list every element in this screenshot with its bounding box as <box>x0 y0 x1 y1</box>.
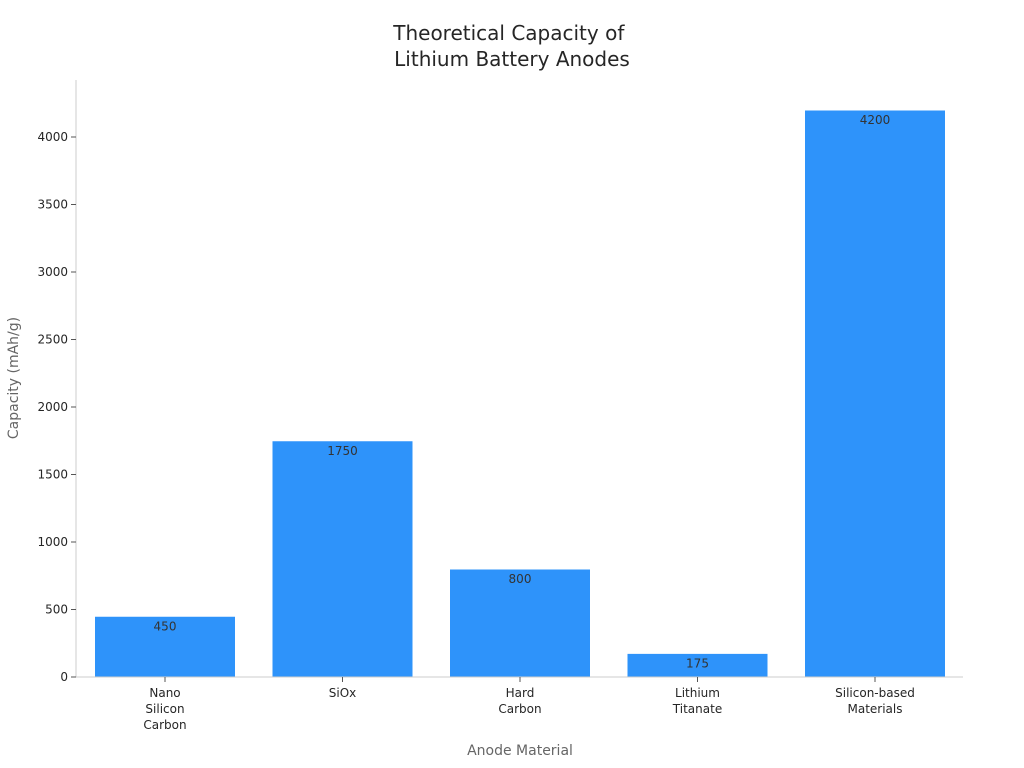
x-tick-label: Nano Silicon Carbon <box>143 686 186 732</box>
x-tick-label-line: SiOx <box>329 686 357 700</box>
x-axis-label: Anode Material <box>467 743 573 759</box>
y-tick-label: 3500 <box>37 198 68 212</box>
y-tick-label: 1500 <box>37 468 68 482</box>
x-tick-label: Hard Carbon <box>498 686 541 716</box>
chart-title-line-2: Lithium Battery Anodes <box>394 47 630 71</box>
x-tick-label-line: Hard <box>506 686 535 700</box>
bar <box>94 615 236 678</box>
bars-group <box>94 109 946 678</box>
x-tick-label-line: Carbon <box>498 702 541 716</box>
y-tick-label: 2500 <box>37 333 68 347</box>
x-tick-label-line: Materials <box>847 702 902 716</box>
bar-value-label: 175 <box>686 656 709 670</box>
y-ticks-group: 0 500 1000 1500 2000 2500 3000 3500 4000 <box>37 130 76 684</box>
x-tick-label-line: Nano <box>149 686 180 700</box>
bar-value-label: 800 <box>509 572 532 586</box>
x-tick-label: Silicon-based Materials <box>835 686 915 716</box>
y-tick-label: 2000 <box>37 400 68 414</box>
x-tick-label: SiOx <box>329 686 357 700</box>
y-axis-label: Capacity (mAh/g) <box>6 317 22 439</box>
bar <box>449 568 591 678</box>
bar <box>804 109 946 678</box>
chart-title-line-1: Theoretical Capacity of <box>392 21 625 45</box>
x-tick-label-line: Lithium <box>675 686 720 700</box>
x-ticks-group: Nano Silicon Carbon SiOx Hard Carbon Lithium Ti… <box>143 677 915 732</box>
bar-value-label: 1750 <box>327 444 358 458</box>
chart-title: Theoretical Capacity of Lithium Battery … <box>392 21 630 71</box>
bar-value-label: 450 <box>154 619 177 633</box>
bar-value-label: 4200 <box>860 113 891 127</box>
x-tick-label-line: Silicon-based <box>835 686 915 700</box>
y-tick-label: 0 <box>60 670 68 684</box>
x-tick-label: Lithium Titanate <box>672 686 722 716</box>
y-tick-label: 1000 <box>37 535 68 549</box>
y-tick-label: 500 <box>45 603 68 617</box>
bar <box>271 440 414 678</box>
x-tick-label-line: Silicon <box>145 702 184 716</box>
data-labels-group: 450 1750 800 175 4200 <box>154 113 891 670</box>
y-tick-label: 3000 <box>37 265 68 279</box>
x-tick-label-line: Carbon <box>143 718 186 732</box>
y-tick-label: 4000 <box>37 130 68 144</box>
x-tick-label-line: Titanate <box>672 702 722 716</box>
